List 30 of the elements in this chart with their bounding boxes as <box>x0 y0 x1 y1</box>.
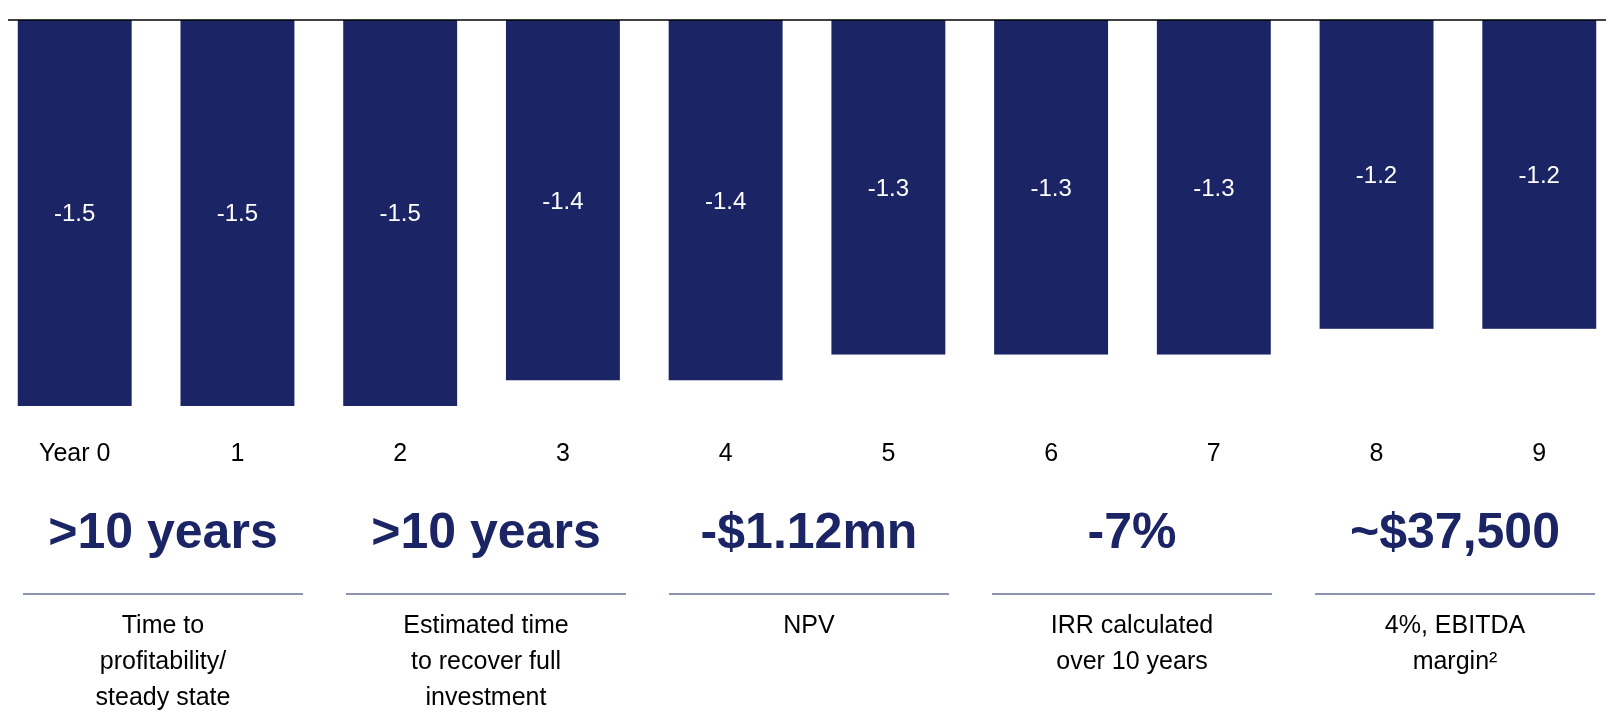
x-tick-label: 1 <box>230 438 245 466</box>
text: 4%, EBITDA margin² <box>1384 610 1526 674</box>
data-label: -1.4 <box>542 186 584 214</box>
data-label: -1.5 <box>216 199 259 227</box>
x-tick-label: 8 <box>1369 438 1384 466</box>
data-label: -1.3 <box>1030 173 1072 201</box>
data-label: -1.3 <box>867 173 910 201</box>
data-label: -1.5 <box>54 199 96 227</box>
category-label: -7% <box>1087 503 1177 559</box>
data-label: -1.5 <box>379 199 421 227</box>
category-label: -$1.12mn <box>700 503 918 559</box>
x-tick-label: 5 <box>881 438 896 466</box>
category-label: ~$37,500 <box>1350 503 1560 559</box>
category-label: >10 years <box>371 503 601 559</box>
text: IRR calculated over 10 years <box>1050 610 1214 674</box>
x-tick-label: 4 <box>718 438 733 466</box>
category-label: >10 years <box>48 503 278 559</box>
data-label: -1.4 <box>704 186 747 214</box>
x-tick-label: 9 <box>1532 438 1547 466</box>
x-tick-label: 7 <box>1206 438 1221 466</box>
data-label: -1.2 <box>1518 160 1560 188</box>
data-label: -1.3 <box>1193 173 1235 201</box>
text: Time to profitability/ steady state <box>95 610 231 710</box>
x-tick-label: 6 <box>1044 438 1059 466</box>
text: NPV <box>783 610 836 638</box>
x-tick-label: Year 0 <box>39 438 111 466</box>
x-tick-label: 2 <box>393 438 408 466</box>
x-tick-label: 3 <box>555 438 570 466</box>
data-label: -1.2 <box>1355 160 1398 188</box>
text: Estimated time to recover full investment <box>403 610 569 710</box>
